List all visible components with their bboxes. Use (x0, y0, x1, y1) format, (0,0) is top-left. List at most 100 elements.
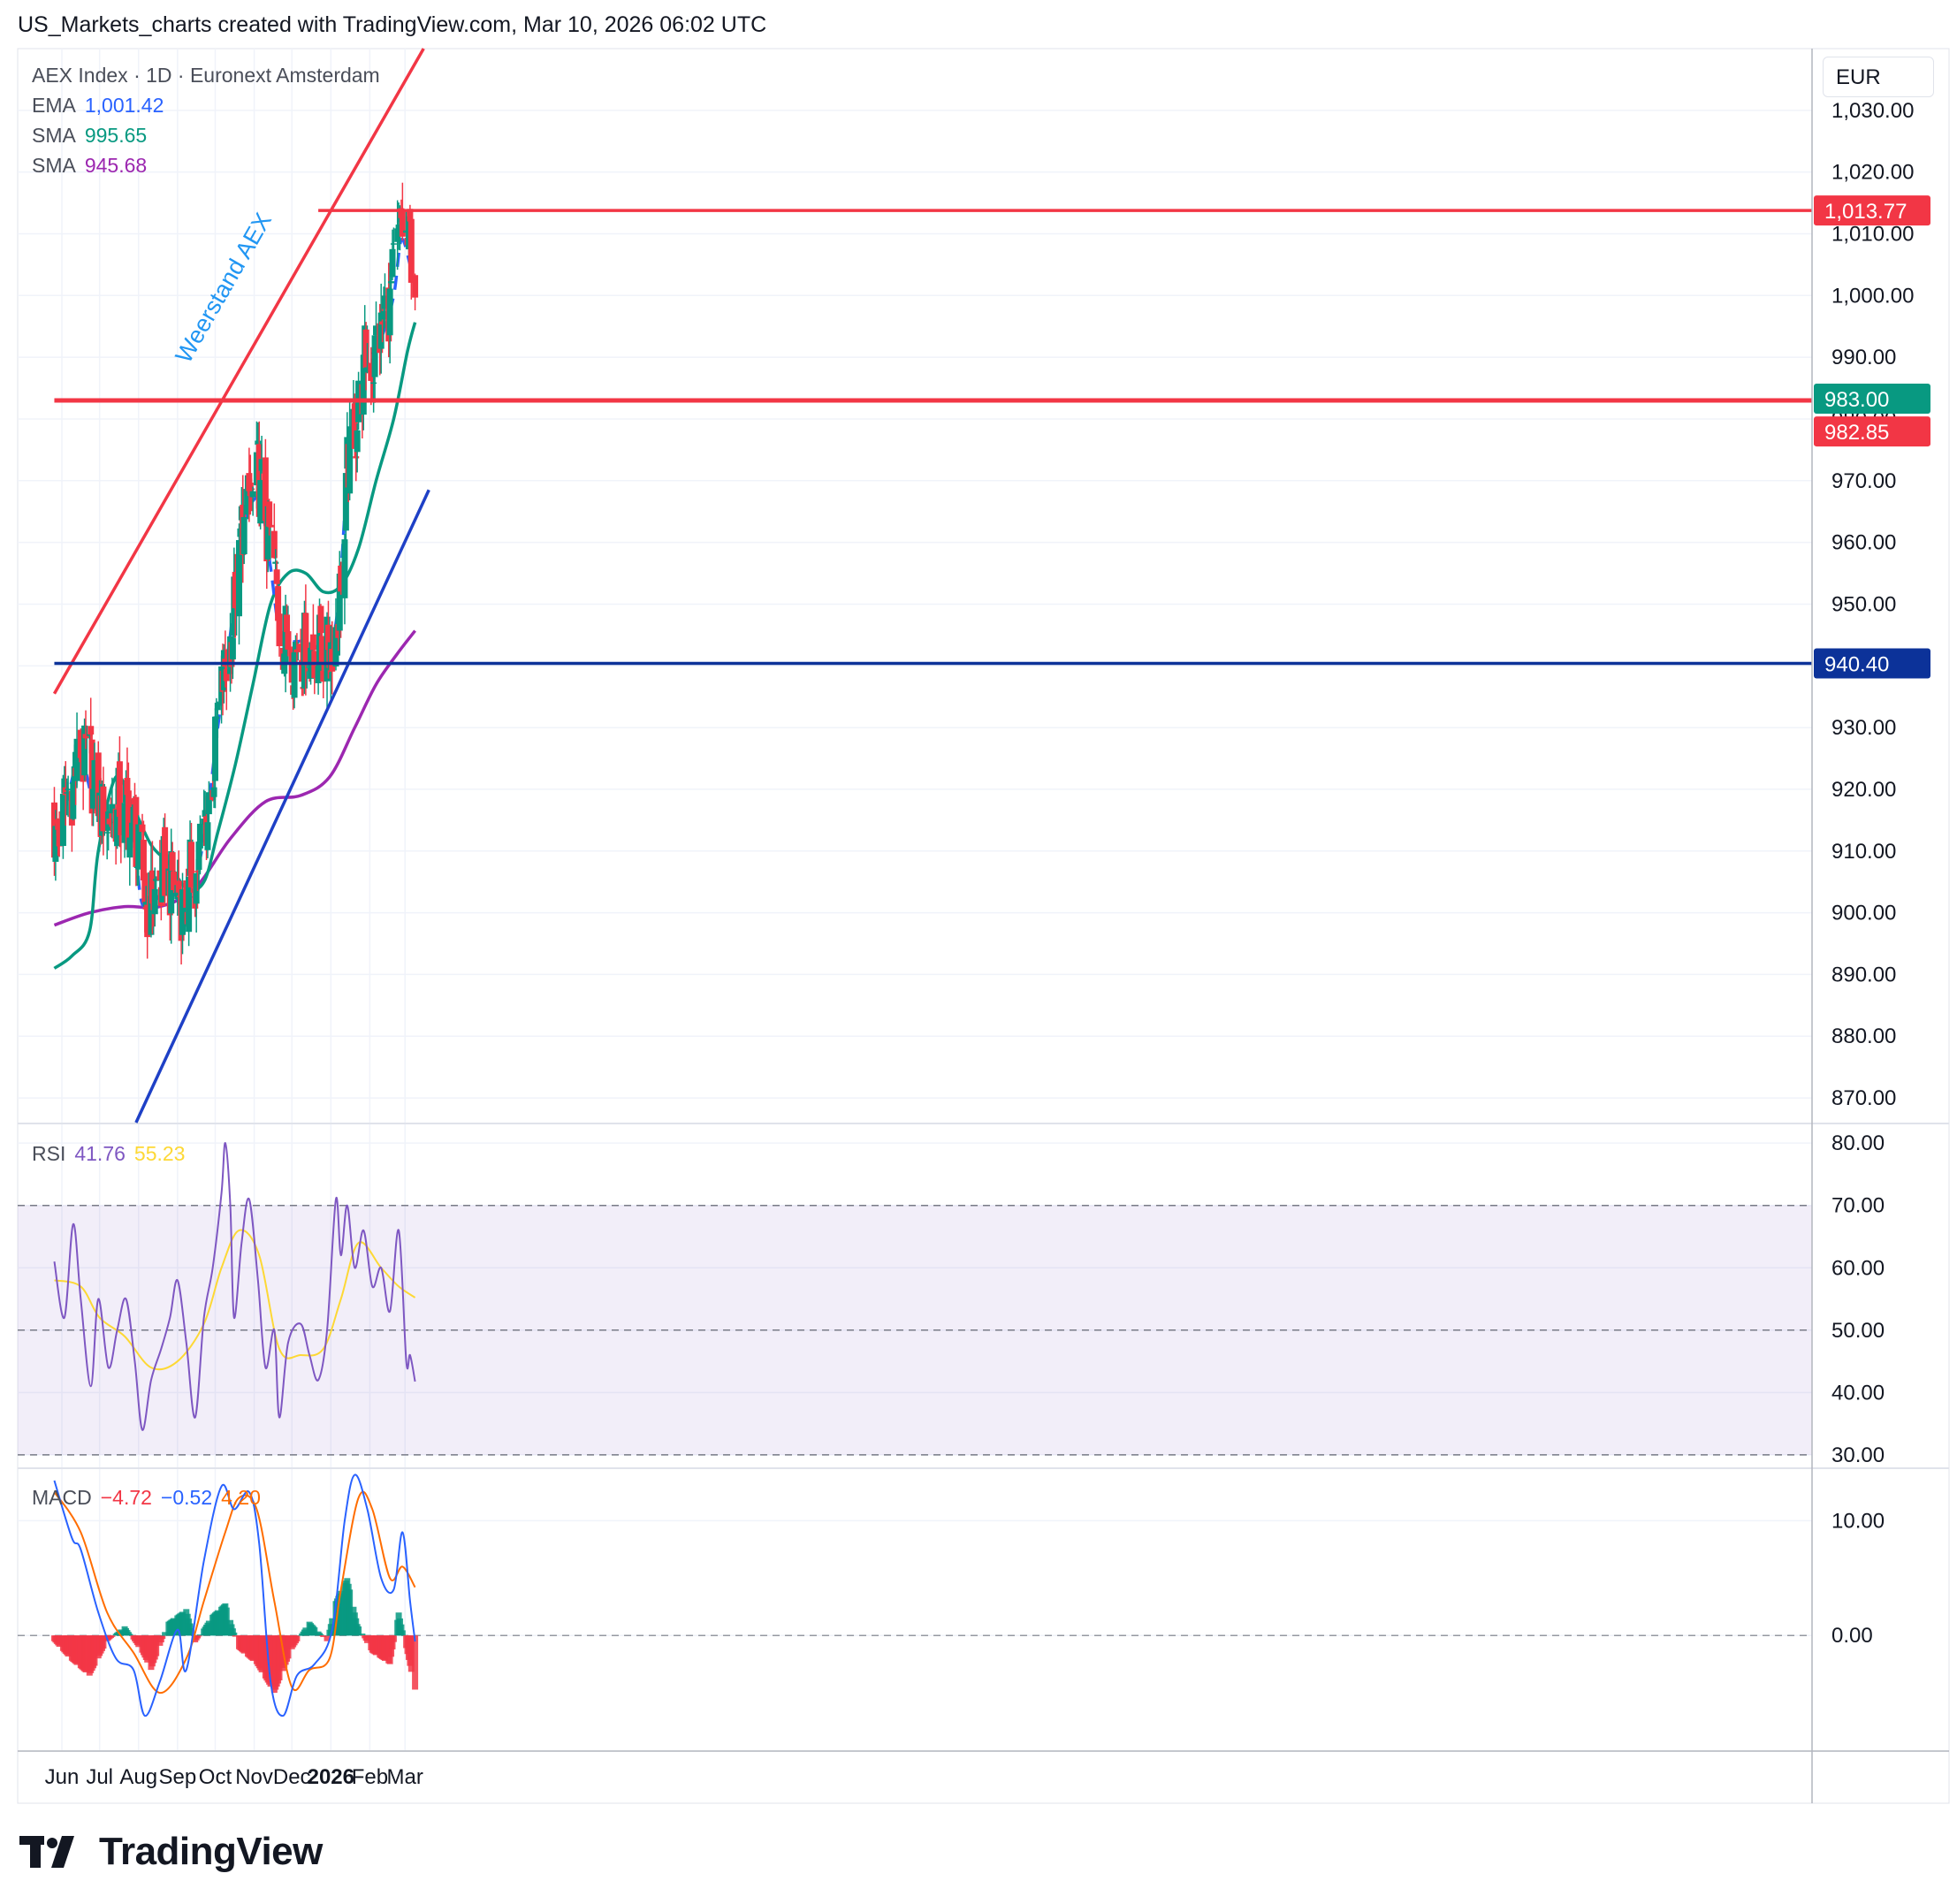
candle-body (275, 586, 282, 621)
candle-body (360, 354, 367, 415)
candle-body (135, 824, 142, 870)
candle-body (264, 506, 271, 560)
candle-body (246, 473, 253, 491)
price-legend: AEX Index · 1D · Euronext Amsterdam EMA 1… (32, 60, 380, 180)
candle-body (354, 430, 361, 453)
rsi-ma-line (54, 1229, 416, 1371)
candle-body (223, 669, 230, 682)
candle-body (62, 787, 69, 796)
macd-histogram-bar (320, 1635, 327, 1637)
macd-histogram-bar (316, 1633, 324, 1636)
candle-body (193, 872, 200, 904)
candle-body (77, 729, 84, 758)
candle-body (210, 787, 217, 797)
legend-macd-label: MACD (32, 1486, 92, 1509)
candle-body (73, 738, 80, 781)
macd-histogram-bar (276, 1635, 283, 1681)
price-label-text: 1,013.77 (1824, 200, 1907, 224)
legend-sma200-label: SMA (32, 154, 76, 177)
y-tick-label: 930.00 (1831, 716, 1896, 740)
price-label-badge (1814, 384, 1930, 415)
currency-button[interactable]: EUR (1823, 57, 1934, 97)
macd-histogram-bar (205, 1620, 212, 1636)
candle-body (341, 539, 348, 598)
candle-body (55, 819, 62, 830)
candle-body (257, 480, 264, 524)
candle-body (114, 809, 121, 847)
candle-body (118, 814, 125, 835)
y-tick-label: 910.00 (1831, 840, 1896, 864)
macd-histogram-bar (311, 1626, 318, 1636)
macd-histogram-bar (359, 1634, 366, 1636)
y-tick-label: 870.00 (1831, 1086, 1896, 1110)
candle-body (236, 540, 243, 617)
resistance-trendline (52, 48, 425, 695)
candle-body (196, 823, 203, 849)
candle-body (291, 652, 298, 698)
legend-rsi-value: 41.76 (74, 1142, 126, 1165)
price-label-badge (1814, 195, 1930, 226)
macd-histogram-bar (144, 1635, 151, 1663)
macd-histogram-bar (399, 1630, 406, 1636)
macd-legend: MACD −4.72 −0.52 4.20 (32, 1482, 270, 1512)
macd-histogram-bar (56, 1635, 63, 1647)
legend-ema-value: 1,001.42 (84, 94, 164, 117)
macd-histogram-bar (82, 1635, 89, 1673)
candle-body (175, 880, 182, 893)
macd-signal-line (53, 1490, 416, 1695)
candle-body (309, 634, 316, 651)
y-tick-label: 960.00 (1831, 531, 1896, 555)
macd-histogram-bar (389, 1635, 396, 1649)
candle-body (52, 826, 59, 862)
x-tick-label: 2026 (308, 1765, 354, 1789)
candle-body (204, 822, 211, 850)
macd-histogram-bar (109, 1635, 116, 1637)
macd-histogram-bar (126, 1634, 133, 1636)
candle-body (335, 623, 342, 638)
x-tick-label: Aug (119, 1765, 157, 1789)
candle-body (59, 794, 66, 847)
candle-body (394, 228, 401, 242)
chart-header-title: US_Markets_charts created with TradingVi… (18, 12, 767, 37)
candle-body (353, 456, 360, 459)
candle-body (90, 788, 97, 809)
candle-body (65, 788, 72, 790)
macd-histogram-bar (91, 1635, 98, 1666)
candle-body (381, 295, 388, 309)
macd-histogram-bar (293, 1635, 301, 1641)
candle-body (103, 832, 110, 834)
support-trendline (134, 489, 430, 1123)
candle-body (232, 571, 239, 609)
macd-histogram-bar (232, 1635, 239, 1637)
candle-body (276, 613, 283, 647)
macd-histogram-bar (324, 1635, 331, 1641)
macd-histogram-bar (118, 1629, 125, 1636)
candle-body (284, 614, 291, 633)
macd-histogram-bar (100, 1635, 107, 1649)
candle-body (140, 840, 147, 881)
candle-body (373, 325, 379, 336)
candle-body (329, 649, 336, 672)
candle-body (377, 312, 385, 349)
y-tick-label: 0.00 (1831, 1624, 1873, 1648)
tradingview-logo[interactable]: TradingView (19, 1830, 323, 1874)
candle-body (95, 752, 102, 817)
macd-histogram-bar (162, 1632, 169, 1636)
candle-body (258, 459, 265, 471)
candle-body (187, 842, 194, 887)
candle-body (125, 790, 132, 850)
candle-body (88, 726, 95, 735)
candle-body (186, 876, 193, 933)
annotation-weerstand-aex[interactable]: Weerstand AEX (171, 209, 277, 368)
macd-histogram-bar (223, 1607, 230, 1636)
legend-macd-signal: 4.20 (221, 1486, 261, 1509)
macd-histogram-bar (159, 1635, 166, 1640)
macd-histogram-bar (346, 1589, 354, 1636)
candle-body (211, 716, 218, 781)
candle-body (318, 636, 325, 666)
price-label-text: 983.00 (1824, 388, 1889, 412)
candle-body (171, 871, 178, 891)
macd-histogram-bar (390, 1635, 397, 1642)
x-tick-label: Jun (45, 1765, 80, 1789)
